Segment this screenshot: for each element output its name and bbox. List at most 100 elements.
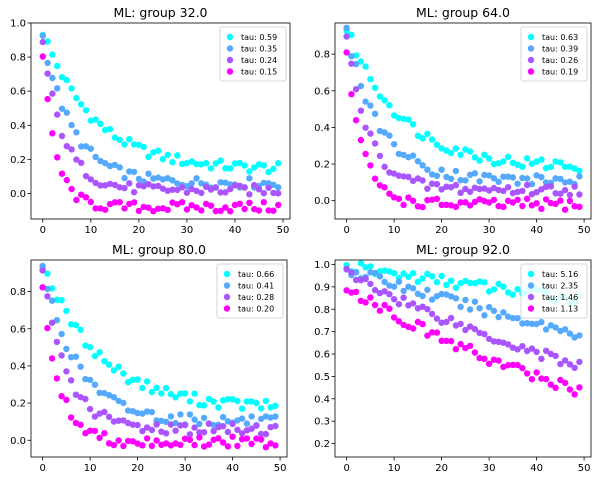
data-point: [222, 189, 229, 196]
data-point: [390, 194, 398, 201]
data-point: [504, 184, 512, 191]
data-point: [96, 349, 103, 356]
data-point: [367, 269, 374, 276]
data-point: [357, 82, 365, 90]
x-tick-label: 40: [530, 225, 543, 236]
data-point: [44, 95, 51, 103]
data-point: [92, 116, 99, 123]
data-point: [198, 189, 205, 197]
data-point: [186, 436, 194, 444]
data-point: [362, 150, 369, 158]
data-point: [576, 358, 583, 366]
data-point: [272, 422, 279, 430]
data-point: [102, 182, 109, 189]
data-point: [167, 390, 175, 398]
data-point: [519, 187, 526, 195]
data-point: [400, 294, 407, 301]
chart-panel-4: ML: group 92.0 0 10 20 30 40 50 0.2 0.3 0.4 0.5 0.6…: [314, 242, 592, 474]
data-point: [419, 292, 426, 300]
data-point: [253, 422, 260, 429]
data-point: [241, 162, 248, 169]
data-point: [400, 287, 407, 295]
data-point: [73, 196, 80, 204]
data-point: [533, 320, 540, 328]
data-point: [381, 163, 388, 170]
data-point: [145, 153, 152, 160]
data-point: [200, 443, 208, 450]
data-point: [236, 159, 243, 167]
data-point: [352, 269, 360, 276]
data-point: [566, 361, 574, 368]
data-point: [78, 143, 85, 150]
data-point: [227, 181, 234, 188]
data-point: [367, 162, 374, 169]
axes-frame: [334, 22, 592, 220]
data-point: [357, 136, 365, 144]
data-point: [257, 415, 265, 423]
x-tick-label: 10: [388, 463, 401, 474]
data-point: [481, 355, 488, 362]
data-point: [405, 116, 412, 123]
data-point: [44, 293, 51, 300]
x-tick-label: 50: [274, 463, 287, 474]
data-point: [124, 437, 132, 445]
data-point: [381, 129, 388, 136]
data-point: [390, 296, 398, 303]
data-point: [557, 159, 564, 166]
data-point: [39, 38, 46, 46]
data-point: [552, 175, 559, 182]
data-point: [262, 444, 270, 451]
data-point: [275, 160, 282, 167]
data-point: [528, 320, 536, 327]
data-point: [538, 173, 545, 181]
data-point: [533, 348, 540, 356]
data-point: [485, 155, 493, 162]
data-point: [552, 158, 559, 165]
data-point: [471, 170, 479, 177]
data-point: [217, 157, 224, 164]
data-point: [106, 200, 114, 208]
y-tick-label: 0.6: [10, 87, 26, 98]
data-point: [257, 430, 265, 438]
data-point: [257, 436, 265, 443]
legend-label: tau: 0.28: [238, 293, 274, 302]
data-point: [561, 163, 569, 170]
data-point: [248, 413, 255, 420]
data-point: [130, 141, 138, 148]
data-point: [246, 191, 253, 198]
data-point: [390, 314, 398, 321]
data-point: [381, 278, 388, 286]
data-point: [188, 202, 195, 209]
data-point: [202, 183, 210, 190]
data-point: [68, 185, 75, 193]
data-point: [466, 342, 474, 350]
data-point: [54, 85, 61, 92]
data-point: [54, 111, 61, 118]
data-point: [485, 187, 493, 194]
data-point: [200, 414, 208, 422]
data-point: [433, 195, 441, 202]
data-point: [452, 346, 460, 353]
data-point: [135, 182, 143, 189]
legend-label: tau: 0.35: [241, 45, 277, 54]
data-point: [419, 203, 426, 211]
data-point: [476, 305, 483, 312]
data-point: [111, 134, 119, 141]
data-point: [140, 183, 147, 190]
data-point: [236, 200, 243, 207]
data-point: [200, 402, 208, 409]
data-point: [405, 173, 412, 181]
data-point: [367, 280, 374, 288]
data-point: [134, 440, 141, 447]
data-point: [164, 151, 171, 159]
data-point: [348, 289, 355, 296]
data-point: [390, 270, 398, 277]
data-point: [348, 269, 355, 276]
data-point: [82, 375, 89, 383]
data-point: [86, 427, 94, 434]
data-point: [162, 418, 170, 425]
data-point: [533, 189, 540, 196]
data-point: [231, 160, 239, 167]
data-point: [215, 404, 222, 411]
